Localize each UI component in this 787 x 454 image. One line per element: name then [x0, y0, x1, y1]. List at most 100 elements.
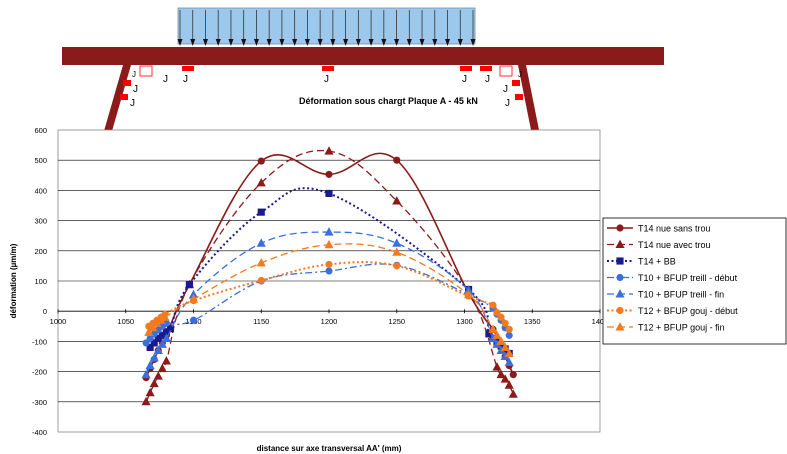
load-arrow-head	[419, 39, 425, 46]
legend-items: T14 nue sans trou T14 nue avec trou T14 + …	[607, 224, 738, 333]
load-arrow-head	[241, 39, 247, 46]
data-point	[508, 389, 518, 398]
data-point	[464, 289, 474, 299]
data-point	[492, 339, 502, 348]
gauge-pad	[123, 80, 131, 86]
data-point	[157, 339, 167, 348]
gauge-pad	[499, 65, 513, 77]
data-point	[488, 333, 498, 342]
data-point	[616, 224, 624, 232]
load-arrow-head	[343, 39, 349, 46]
load-arrow-head	[317, 39, 323, 46]
gauge-pad	[460, 66, 472, 71]
data-point	[162, 319, 170, 327]
data-point	[504, 357, 514, 367]
load-arrow-head	[253, 39, 259, 46]
x-tick-label: 1050	[117, 317, 134, 326]
data-point	[149, 353, 159, 362]
legend-entry: T14 nue sans trou	[607, 224, 711, 234]
left-support	[102, 65, 131, 138]
data-point	[188, 294, 199, 303]
data-point	[393, 156, 401, 164]
data-point	[505, 331, 513, 339]
gauge-label: J	[130, 98, 135, 109]
data-point	[504, 380, 514, 389]
data-point	[324, 239, 334, 249]
data-point	[496, 345, 506, 354]
data-point	[496, 369, 506, 379]
load-arrow-head	[266, 39, 272, 46]
data-point	[392, 247, 402, 256]
data-point	[257, 157, 265, 165]
data-point	[148, 322, 158, 332]
legend-label: T14 nue avec trou	[638, 240, 711, 250]
load-arrow-head	[432, 39, 438, 46]
data-point	[256, 257, 266, 267]
legend-entry: T10 + BFUP treill - fin	[607, 289, 724, 300]
data-point	[488, 324, 498, 333]
data-point	[157, 363, 167, 373]
right-support	[518, 65, 541, 140]
gauges: J J J J J J J J J J J	[120, 65, 523, 109]
legend-entry: T12 + BFUP gouj - début	[607, 306, 738, 316]
data-point	[485, 330, 493, 338]
load-arrow-head	[330, 39, 336, 46]
data-point	[325, 170, 333, 178]
data-point	[141, 369, 151, 379]
y-tick-label: 200	[34, 247, 47, 256]
data-point	[501, 319, 509, 327]
data-point	[615, 322, 625, 331]
legend-label: T12 + BFUP gouj - début	[638, 306, 738, 316]
data-point	[150, 339, 158, 347]
data-point	[256, 177, 266, 187]
x-tick-label: 1200	[321, 317, 338, 326]
y-tick-label: 600	[34, 126, 47, 135]
legend-label: T12 + BFUP gouj - fin	[638, 323, 725, 333]
data-point	[158, 331, 166, 339]
load-arrows	[177, 10, 476, 46]
y-axis-title: déformation (µm/m)	[9, 243, 18, 318]
gauge-label: J	[485, 74, 490, 85]
data-point	[615, 289, 625, 298]
load-arrow-head	[177, 39, 183, 46]
load-arrow-head	[190, 39, 196, 46]
gauge-label: J	[132, 70, 136, 79]
y-tick-label: -300	[32, 398, 47, 407]
load-arrow-head	[381, 39, 387, 46]
data-point	[161, 333, 171, 342]
gauge-label: J	[163, 74, 168, 85]
data-point	[149, 378, 159, 388]
y-tick-label: 400	[34, 186, 47, 195]
y-tick-labels: -400 -300 -200 -100 0 100 200 300 400 500 600	[32, 126, 47, 437]
data-point	[257, 276, 265, 284]
data-point	[492, 330, 502, 339]
data-point	[166, 325, 175, 333]
y-tick-label: -200	[32, 368, 47, 377]
legend-label: T14 nue sans trou	[638, 224, 711, 234]
x-tick-label: 1000	[50, 317, 67, 326]
legend-label: T14 + BB	[638, 257, 676, 267]
gauge-label: J	[324, 74, 329, 85]
data-point	[615, 239, 625, 248]
load-zone	[177, 7, 476, 45]
y-tick-label: 500	[34, 156, 47, 165]
chart: 100010501100115012001250130013501400 -40…	[9, 126, 608, 453]
data-point	[153, 371, 163, 380]
data-point	[324, 227, 334, 236]
load-case-label: Déformation sous chargt Plaque A - 45 kN	[299, 96, 478, 106]
gauge-label: J	[518, 70, 522, 79]
data-point	[146, 343, 154, 352]
series-t12-bfup-gouj-fin	[144, 239, 514, 357]
data-point	[153, 345, 163, 354]
gauge-pad	[322, 66, 334, 71]
gauge-label: J	[133, 84, 138, 95]
load-arrow-head	[215, 39, 221, 46]
data-point	[324, 146, 334, 155]
load-arrow-head	[445, 39, 451, 46]
data-point	[256, 238, 266, 247]
legend-entry: T10 + BFUP treill - début	[607, 273, 738, 283]
gauge-pad	[480, 66, 492, 71]
data-point	[504, 348, 514, 357]
data-point	[500, 342, 510, 351]
data-point	[189, 316, 198, 324]
